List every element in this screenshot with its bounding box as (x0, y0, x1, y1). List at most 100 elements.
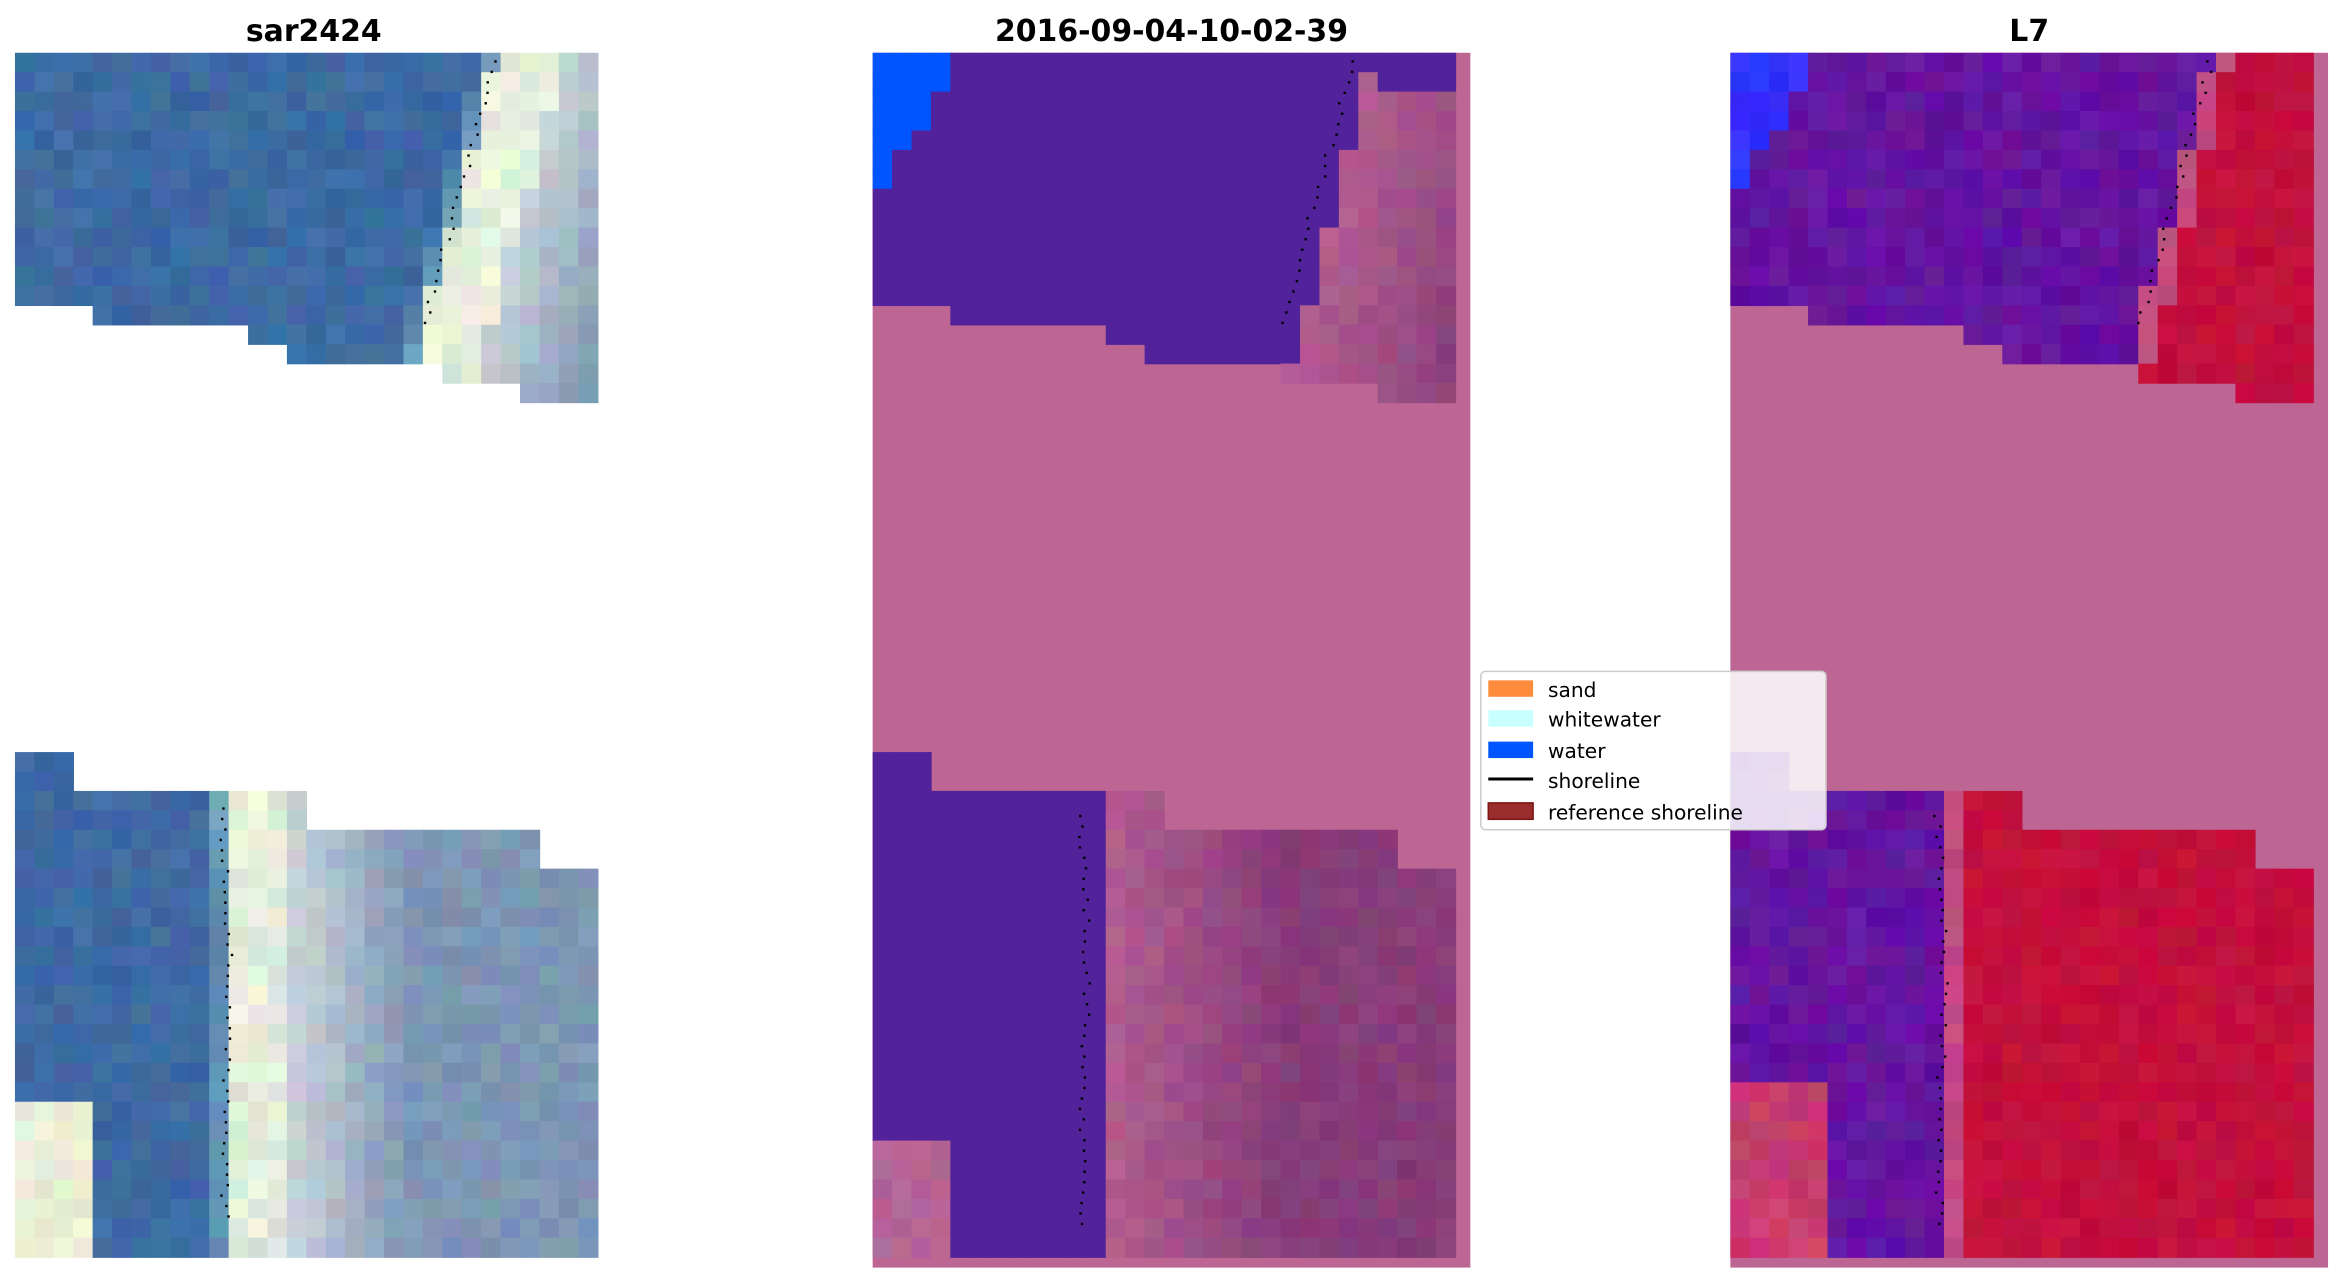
image-pixel (1982, 1043, 2004, 1064)
image-pixel (2157, 91, 2178, 112)
image-pixel (228, 1043, 249, 1064)
image-pixel (1241, 965, 1262, 986)
image-pixel (930, 965, 952, 986)
shoreline-point (225, 1131, 228, 1135)
image-pixel (345, 305, 366, 326)
shoreline-point (1081, 1065, 1084, 1069)
image-pixel (1202, 72, 1224, 93)
legend-swatch-reference-shoreline (1487, 802, 1534, 821)
shoreline-point (1350, 70, 1354, 74)
image-pixel (53, 1179, 74, 1200)
shoreline-point (1946, 982, 1949, 985)
image-pixel (1241, 285, 1262, 307)
image-pixel (578, 52, 599, 73)
image-pixel (2274, 1121, 2295, 1142)
image-pixel (34, 266, 55, 287)
image-pixel (558, 208, 580, 229)
image-pixel (442, 1062, 463, 1084)
image-pixel (1416, 208, 1437, 229)
image-pixel (2215, 266, 2237, 287)
image-pixel (14, 790, 36, 812)
image-pixel (1416, 888, 1437, 909)
image-pixel (1769, 208, 1790, 229)
image-pixel (209, 1198, 230, 1220)
image-pixel (1808, 1198, 1829, 1220)
image-pixel (892, 1237, 913, 1258)
image-pixel (969, 91, 990, 112)
image-pixel (1866, 1043, 1887, 1064)
image-pixel (286, 868, 308, 889)
image-pixel (1905, 1198, 1926, 1220)
image-pixel (1338, 1004, 1360, 1025)
image-pixel (1416, 1237, 1437, 1258)
image-pixel (558, 1043, 580, 1064)
image-pixel (1730, 965, 1751, 986)
image-pixel (1944, 130, 1965, 151)
image-pixel (131, 285, 152, 307)
image-pixel (1982, 868, 2004, 889)
image-pixel (1963, 810, 1984, 831)
image-pixel (1144, 247, 1165, 268)
image-pixel (2002, 965, 2023, 986)
image-pixel (1241, 149, 1262, 171)
image-pixel (2099, 1237, 2120, 1258)
shoreline-point (486, 91, 489, 95)
image-pixel (1008, 52, 1029, 73)
image-pixel (481, 266, 502, 287)
image-pixel (14, 810, 36, 831)
image-pixel (1202, 247, 1224, 268)
image-pixel (2177, 1160, 2198, 1181)
image-pixel (1827, 849, 1848, 870)
image-pixel (1066, 1140, 1088, 1161)
image-pixel (1885, 1004, 1906, 1025)
image-pixel (1808, 888, 1829, 909)
image-pixel (1924, 149, 1945, 171)
image-pixel (1261, 849, 1282, 870)
shoreline-point (1306, 217, 1309, 220)
image-pixel (2235, 305, 2256, 326)
image-pixel (403, 149, 424, 171)
image-pixel (1905, 965, 1926, 986)
image-pixel (1377, 344, 1398, 365)
image-pixel (1222, 72, 1243, 93)
image-pixel (461, 188, 482, 209)
image-pixel (969, 130, 990, 151)
image-pixel (1963, 247, 1984, 268)
image-pixel (1047, 1237, 1068, 1258)
image-pixel (1008, 1062, 1029, 1084)
image-pixel (2235, 1140, 2256, 1161)
image-pixel (92, 868, 113, 889)
image-pixel (267, 1024, 288, 1045)
image-pixel (345, 849, 366, 870)
image-pixel (930, 247, 952, 268)
image-pixel (2138, 344, 2159, 365)
image-pixel (1164, 985, 1185, 1006)
image-pixel (1827, 926, 1848, 948)
image-pixel (1944, 52, 1965, 73)
image-pixel (112, 829, 133, 850)
shoreline-point (226, 943, 229, 946)
image-pixel (2080, 1160, 2101, 1181)
image-pixel (1261, 1082, 1282, 1103)
image-pixel (1028, 829, 1049, 850)
image-pixel (325, 849, 346, 870)
image-pixel (911, 1218, 932, 1239)
image-pixel (2041, 1140, 2062, 1161)
image-pixel (1280, 1101, 1301, 1122)
image-pixel (2235, 247, 2256, 268)
image-pixel (1222, 1101, 1243, 1122)
image-pixel (1377, 1218, 1398, 1239)
image-pixel (1885, 111, 1906, 132)
image-pixel (73, 1082, 94, 1103)
image-pixel (92, 849, 113, 870)
image-pixel (150, 130, 172, 151)
image-pixel (92, 926, 113, 948)
image-pixel (1769, 849, 1790, 870)
image-pixel (1222, 985, 1243, 1006)
image-pixel (1086, 1179, 1107, 1200)
image-pixel (1261, 1043, 1282, 1064)
image-pixel (248, 52, 269, 73)
image-pixel (1397, 1179, 1418, 1200)
image-pixel (1808, 130, 1829, 151)
image-pixel (989, 111, 1010, 132)
